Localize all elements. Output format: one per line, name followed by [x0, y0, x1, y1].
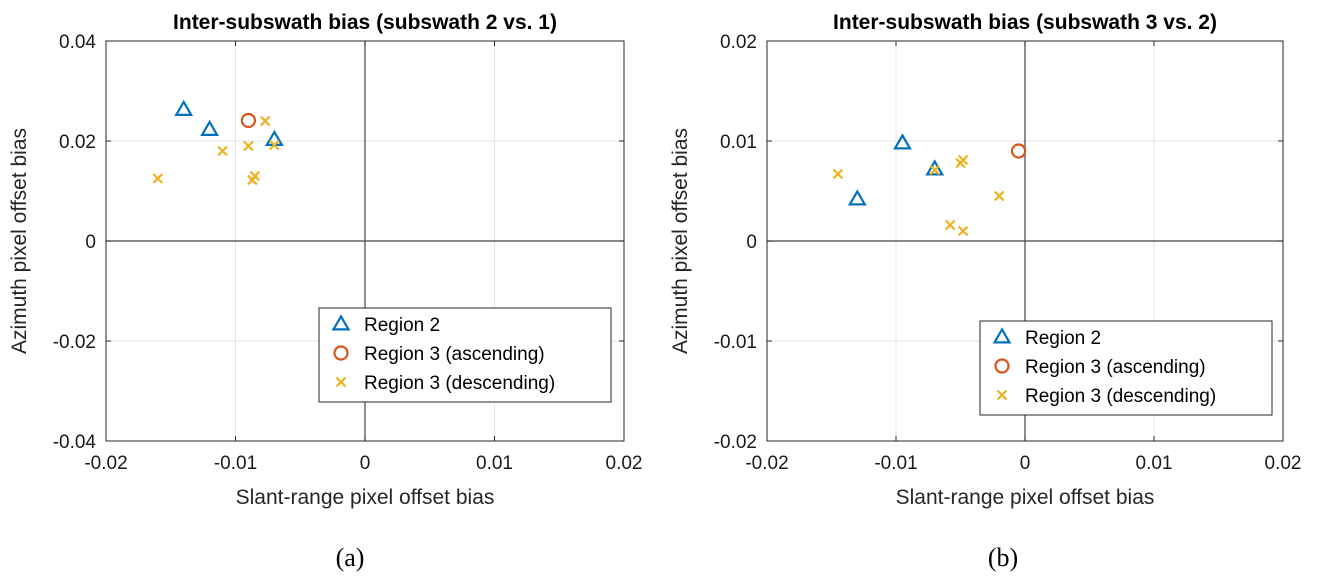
data-point-x: [260, 115, 271, 127]
x-tick-label: 0: [360, 453, 371, 474]
legend-entry-label: Region 3 (ascending): [364, 344, 545, 365]
legend-box: [979, 320, 1273, 416]
x-tick-label: 0.01: [476, 453, 513, 474]
data-point-triangle: [893, 133, 912, 150]
legend-marker-circle: [994, 358, 1010, 374]
data-point-triangle: [925, 159, 945, 176]
data-point-circle: [240, 112, 257, 129]
figure-caption: (b): [988, 543, 1018, 572]
legend-marker-x: [996, 389, 1008, 401]
data-point-x: [249, 170, 261, 182]
y-tick-label: 0.01: [720, 132, 757, 153]
x-tick-label: 0.01: [1136, 453, 1173, 474]
data-point-x: [152, 173, 164, 184]
legend: Region 2 Region 3 (ascending) Region 3 (de…: [979, 320, 1273, 416]
x-tick-label: -0.01: [214, 453, 257, 474]
data-point-circle: [1010, 143, 1027, 159]
chart-b: -0.02 -0.01 0 0.01 0.02 -0.02 -0.01 0 0.01 0.02 In…: [669, 11, 1301, 572]
data-point-x: [269, 139, 280, 151]
chart-a: -0.02 -0.01 0 0.01 0.02-0.04-0.0200.020.04In…: [8, 11, 642, 572]
y-axis-label: Azimuth pixel offset bias: [8, 128, 31, 354]
y-tick-label: -0.04: [53, 432, 97, 453]
figure-caption: (a): [336, 543, 365, 572]
data-point-triangle: [174, 99, 194, 117]
legend-entry-label: Region 3 (ascending): [1025, 357, 1206, 378]
x-tick-label: 0: [1020, 453, 1031, 474]
data-point-x: [217, 145, 228, 157]
y-tick-label: -0.01: [714, 332, 757, 353]
y-tick-label: 0: [746, 232, 757, 253]
x-tick-label: -0.02: [745, 453, 788, 474]
data-point-triangle: [200, 119, 220, 136]
data-point-x: [832, 168, 844, 180]
chart-title: Inter-subswath bias (subswath 3 vs. 2): [833, 11, 1217, 34]
data-point-x: [929, 164, 940, 176]
legend-box: [318, 307, 612, 403]
data-point-x: [243, 140, 254, 152]
chart-title: Inter-subswath bias (subswath 2 vs. 1): [173, 11, 557, 34]
legend-entry-label: Region 2: [364, 315, 440, 336]
data-point-x: [957, 225, 969, 237]
x-tick-label: 0.02: [606, 453, 643, 474]
data-point-x: [944, 219, 956, 231]
x-tick-label: 0.02: [1265, 453, 1302, 474]
y-axis-label: Azimuth pixel offset bias: [669, 128, 692, 354]
x-axis-label: Slant-range pixel offset bias: [896, 486, 1155, 509]
legend-marker-triangle: [992, 327, 1012, 344]
y-tick-label: 0: [85, 232, 96, 253]
legend-entry-label: Region 3 (descending): [364, 373, 555, 394]
legend-entry-label: Region 3 (descending): [1025, 386, 1216, 407]
legend-entry-label: Region 2: [1025, 328, 1101, 349]
legend-marker-x: [335, 376, 347, 388]
y-tick-label: -0.02: [53, 332, 96, 353]
legend-marker-triangle: [331, 314, 351, 331]
x-tick-label: -0.01: [874, 453, 917, 474]
y-tick-label: 0.04: [59, 32, 96, 53]
data-point-x: [993, 190, 1005, 202]
data-point-x: [957, 154, 969, 166]
x-tick-label: -0.02: [84, 453, 127, 474]
data-point-triangle: [847, 189, 867, 206]
x-axis-label: Slant-range pixel offset bias: [236, 486, 495, 509]
legend: Region 2 Region 3 (ascending) Region 3 (de…: [318, 307, 612, 403]
y-tick-label: -0.02: [714, 432, 757, 453]
legend-marker-circle: [333, 345, 349, 361]
y-tick-label: 0.02: [720, 32, 757, 53]
y-tick-label: 0.02: [59, 132, 96, 153]
